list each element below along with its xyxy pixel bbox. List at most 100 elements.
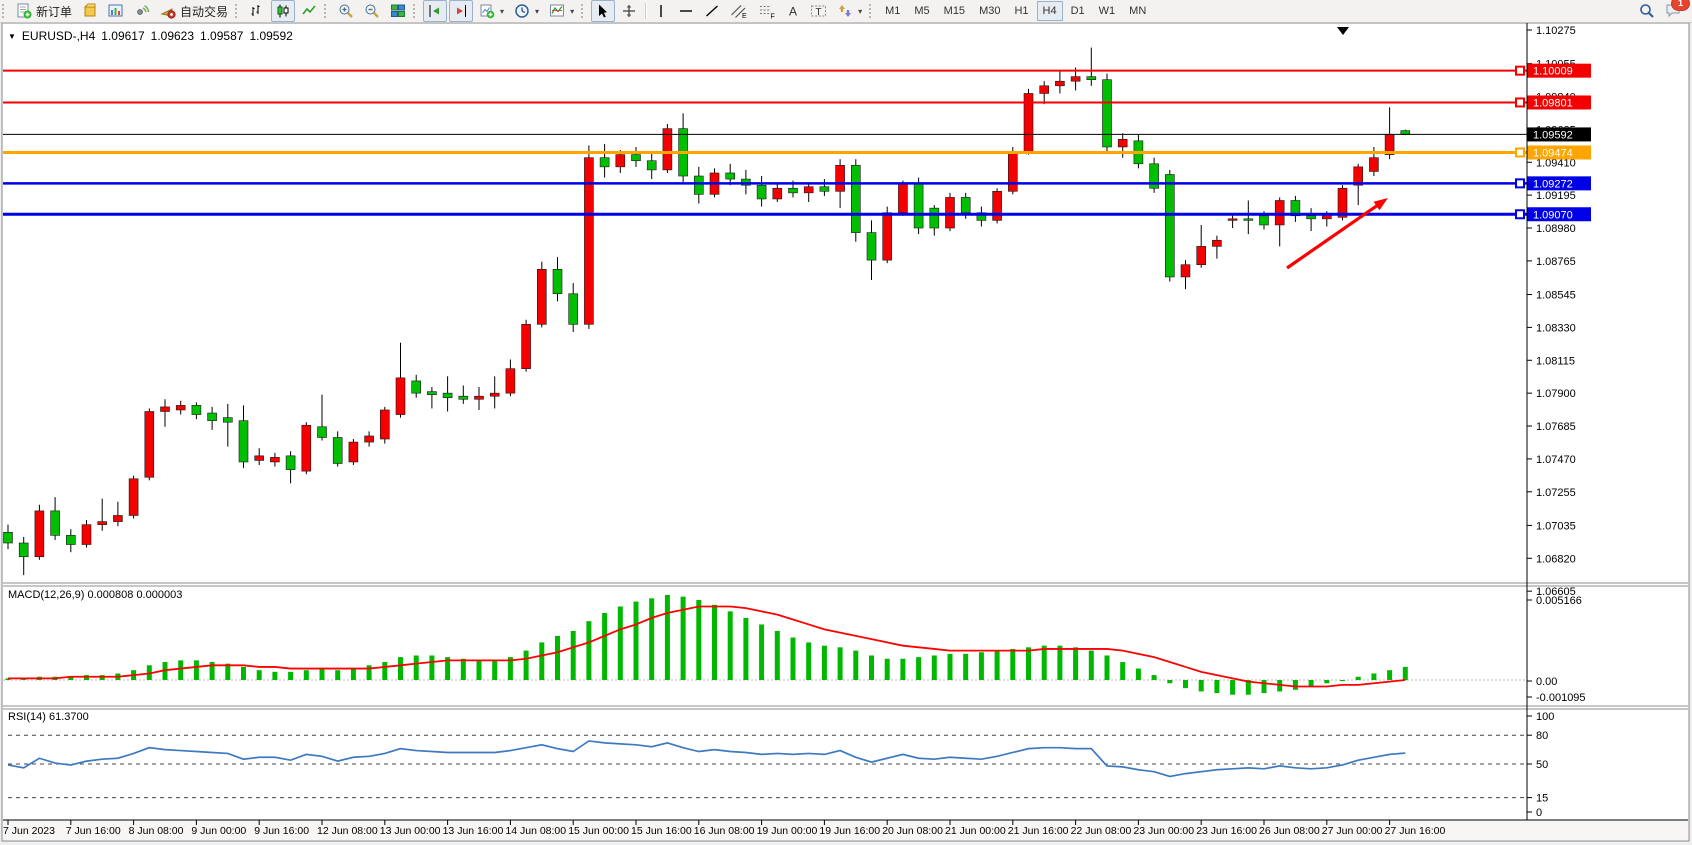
candle-body — [584, 157, 594, 325]
vertical-line-icon — [660, 5, 662, 17]
price-level-label: 1.09474 — [1533, 147, 1573, 159]
new-chart-icon — [480, 4, 495, 19]
line-handle[interactable] — [1515, 209, 1525, 220]
zoom-out-button[interactable] — [360, 0, 384, 22]
time-tick-label: 20 Jun 08:00 — [882, 825, 943, 837]
rsi-tick-label: 15 — [1536, 793, 1548, 805]
tab-timeframe-m5[interactable]: M5 — [914, 5, 930, 17]
cursor-button[interactable] — [591, 0, 616, 22]
candle-body — [1274, 200, 1285, 226]
time-tick-label: 14 Jun 08:00 — [505, 825, 566, 837]
indicators-button[interactable]: ▾ — [545, 0, 578, 22]
toolbar-grip[interactable] — [869, 4, 876, 18]
symbol-period-label: EURUSD-,H4 — [21, 29, 96, 43]
zoom-in-button[interactable] — [334, 0, 358, 22]
autotrade-button[interactable]: 自动交易 — [156, 0, 232, 22]
candle-body — [521, 324, 531, 369]
macd-histogram-bar — [68, 676, 74, 680]
price-tick-label: 1.08545 — [1536, 290, 1576, 302]
candle-body — [301, 424, 312, 472]
tab-timeframe-h1[interactable]: H1 — [1014, 5, 1029, 17]
chart-window-button[interactable] — [104, 0, 128, 22]
current-price-label-box — [1527, 127, 1591, 142]
candle-body — [18, 542, 29, 558]
equidistant-channel-button[interactable]: E — [726, 0, 752, 22]
toolbar-grip[interactable] — [413, 4, 420, 18]
tile-windows-button[interactable] — [386, 0, 410, 22]
rsi-tick-label: 80 — [1536, 730, 1548, 742]
macd-histogram-bar — [1183, 680, 1188, 689]
chart-shift-marker[interactable] — [1337, 27, 1349, 35]
crosshair-button[interactable] — [617, 0, 641, 22]
tab-timeframe-d1[interactable]: D1 — [1070, 5, 1085, 17]
candle-body — [1055, 80, 1065, 87]
horizontal-line-button[interactable] — [674, 0, 698, 22]
svg-text:F: F — [771, 14, 775, 20]
toolbar-grip[interactable] — [2, 4, 9, 18]
profiles-button[interactable]: ▾ — [510, 0, 543, 22]
trend-arrow-line[interactable] — [1286, 201, 1383, 270]
candle-body — [1070, 76, 1081, 82]
time-tick-label: 13 Jun 16:00 — [443, 825, 504, 837]
rsi-name: RSI(14) — [8, 711, 46, 723]
toolbar-grip[interactable] — [581, 4, 588, 18]
macd-histogram-bar — [743, 617, 749, 680]
macd-histogram-bar — [617, 606, 623, 680]
line-handle[interactable] — [1515, 178, 1525, 189]
candle-body — [66, 535, 76, 545]
candlestick-button[interactable] — [271, 0, 296, 22]
signal-button[interactable] — [130, 0, 154, 22]
search-icon[interactable] — [1639, 3, 1655, 19]
line-chart-button[interactable] — [297, 0, 321, 22]
tab-timeframe-w1[interactable]: W1 — [1098, 5, 1116, 17]
time-tick-label: 16 Jun 08:00 — [694, 825, 755, 837]
auto-scroll-button[interactable] — [449, 0, 474, 22]
candle-body — [1102, 79, 1112, 148]
new-order-button[interactable]: 新订单 — [12, 0, 76, 22]
macd-histogram-bar — [696, 599, 702, 680]
tab-timeframe-mn[interactable]: MN — [1129, 5, 1147, 17]
fibonacci-button[interactable]: F — [754, 0, 780, 22]
arrow-objects-icon — [839, 5, 852, 17]
rsi-line — [7, 740, 1406, 778]
chart-shift-button[interactable] — [423, 0, 448, 22]
bar-chart-button[interactable] — [245, 0, 269, 22]
text-label-button[interactable]: T — [806, 0, 831, 22]
macd-histogram-bar — [1057, 645, 1063, 680]
time-tick-label: 12 Jun 08:00 — [317, 825, 378, 837]
price-tick-label: 1.08765 — [1536, 256, 1576, 268]
trendline-button[interactable] — [700, 0, 724, 22]
vertical-line-button[interactable] — [650, 0, 672, 22]
line-handle[interactable] — [1515, 147, 1525, 158]
candle-body — [1337, 187, 1348, 218]
line-handle[interactable] — [1515, 97, 1525, 108]
chart-canvas[interactable]: 1.102751.100551.098401.096251.094101.091… — [0, 22, 1692, 845]
new-chart-button[interactable]: ▾ — [475, 0, 508, 22]
macd-histogram-bar — [1026, 647, 1031, 680]
macd-histogram-bar — [492, 660, 498, 680]
toolbar-grip[interactable] — [324, 4, 331, 18]
macd-name: MACD(12,26,9) — [8, 589, 85, 601]
line-handle[interactable] — [1515, 65, 1525, 76]
arrow-objects-button[interactable]: ▾ — [833, 0, 866, 22]
time-tick-label: 22 Jun 08:00 — [1071, 825, 1132, 837]
toolbar-grip[interactable] — [235, 4, 242, 18]
tab-timeframe-m1[interactable]: M1 — [885, 5, 901, 17]
chat-button[interactable]: 1 — [1665, 0, 1690, 21]
tab-timeframe-m30[interactable]: M30 — [979, 5, 1001, 17]
trend-arrow-head[interactable] — [1373, 198, 1388, 211]
time-tick-label: 7 Jun 2023 — [3, 825, 55, 837]
price-tick-label: 1.09410 — [1536, 157, 1576, 169]
tab-timeframe-m15[interactable]: M15 — [943, 5, 966, 17]
candle-body — [1369, 157, 1379, 172]
macd-histogram-bar — [209, 662, 215, 680]
macd-histogram-bar — [790, 637, 796, 680]
candle-body — [1196, 246, 1206, 266]
text-button[interactable]: A — [782, 0, 804, 22]
symbol-dropdown-icon[interactable]: ▼ — [8, 31, 16, 41]
macd-histogram-bar — [759, 624, 765, 680]
fibonacci-icon: F — [760, 6, 775, 20]
tab-timeframe-h4[interactable]: H4 — [1036, 1, 1063, 21]
macd-histogram-bar — [994, 650, 1000, 680]
market-box-button[interactable] — [78, 0, 102, 22]
